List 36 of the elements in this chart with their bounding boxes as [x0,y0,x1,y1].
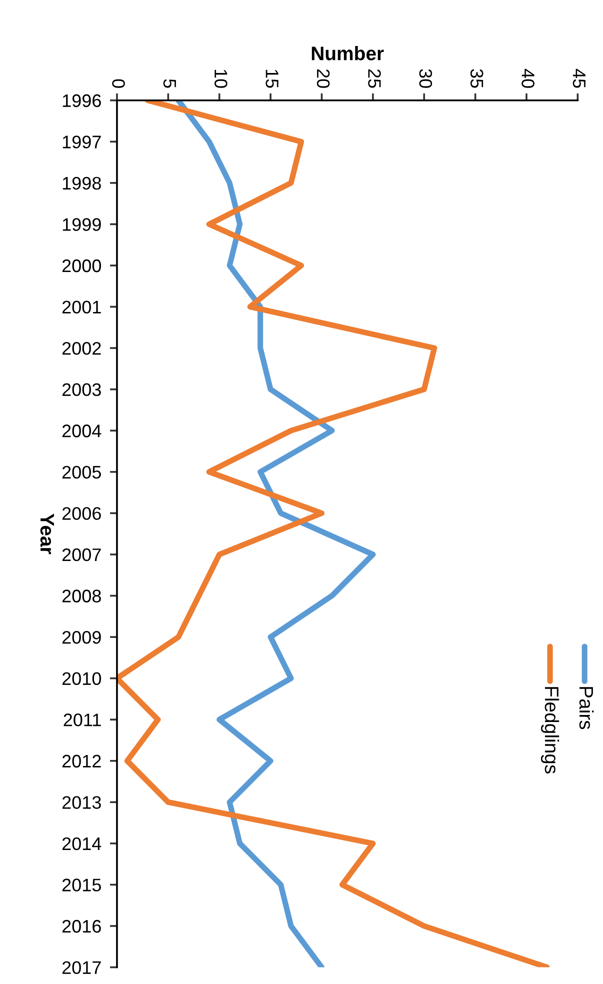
y-tick-label: 1997 [62,136,101,148]
legend-label: Fledglings [540,687,560,774]
x-tick-label: 25 [368,69,381,88]
y-tick-label: 2011 [64,714,101,726]
y-axis-title: Year [40,514,54,554]
y-tick-label: 2005 [62,466,101,479]
y-tick-label: 2014 [62,837,102,850]
y-tick-label: 2004 [62,424,102,438]
x-tick-label: 10 [214,70,228,88]
y-tick-label: 2009 [62,630,101,644]
y-tick-label: 2010 [62,672,101,686]
x-tick-label: 0 [112,79,125,88]
y-tick-label: 2008 [62,590,101,602]
y-tick-label: 1999 [62,218,101,231]
legend-label: Pairs [579,687,594,730]
y-tick-label: 2001 [62,300,101,314]
y-tick-label: 2002 [62,342,101,355]
x-axis-title: Number [312,46,384,60]
x-tick-label: 15 [266,70,278,88]
x-tick-label: 40 [522,68,534,88]
y-tick-label: 2016 [62,920,101,933]
y-tick-label: 2015 [62,878,101,892]
y-tick-label: 2000 [62,259,101,272]
y-tick-label: 2013 [62,796,101,809]
x-tick-label: 45 [572,68,586,88]
y-tick-label: 2017 [62,961,101,974]
y-tick-label: 1998 [62,176,101,190]
x-tick-label: 20 [316,69,330,88]
y-tick-label: 2006 [62,507,101,520]
y-tick-label: 1996 [62,94,101,108]
x-tick-label: 35 [470,69,484,88]
y-tick-label: 2012 [62,754,101,768]
y-tick-label: 2007 [62,548,101,562]
x-tick-label: 5 [163,79,176,88]
y-tick-label: 2003 [62,383,101,396]
x-tick-label: 30 [419,69,432,88]
